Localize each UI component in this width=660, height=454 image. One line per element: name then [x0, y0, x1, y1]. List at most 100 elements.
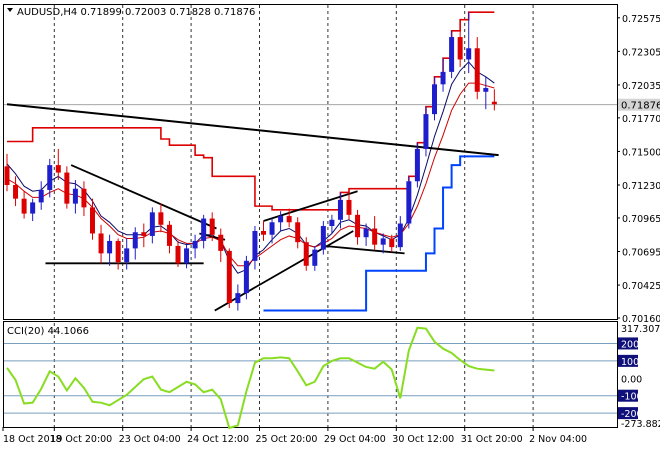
bullish-candle — [406, 176, 412, 229]
trendline[interactable] — [70, 164, 217, 230]
candles — [4, 12, 497, 311]
bullish-candle — [363, 223, 369, 246]
bearish-candle — [90, 198, 95, 240]
cci-axis-label: 0.00 — [621, 374, 642, 385]
candle-body — [457, 37, 463, 60]
cci-header-text: CCI(20) 44.1066 — [7, 326, 89, 337]
time-tick-label: 25 Oct 20:00 — [256, 434, 318, 445]
candle-body — [449, 37, 455, 72]
symbol-header: AUDUSD,H4 0.71899 0.72003 0.71828 0.7187… — [7, 7, 255, 18]
candle-body — [192, 240, 198, 249]
bearish-candle — [286, 208, 292, 228]
bearish-candle — [218, 228, 224, 263]
bearish-candle — [457, 19, 463, 67]
candle-body — [21, 198, 27, 214]
candle-body — [218, 234, 224, 251]
time-tick-label: 30 Oct 12:00 — [392, 434, 454, 445]
bullish-candle — [252, 226, 258, 270]
candle-body — [209, 218, 215, 235]
candle-body — [141, 232, 147, 236]
bearish-candle — [64, 166, 70, 209]
cci-axis: 317.3079 200 100 0.00 -100 -200-273.8825 — [618, 324, 660, 430]
bullish-candle — [124, 238, 130, 270]
bearish-candle — [55, 148, 61, 181]
grid-lines — [4, 5, 617, 427]
trendline[interactable] — [323, 245, 405, 255]
candle-body — [320, 226, 326, 250]
candle-body — [30, 202, 36, 214]
bullish-candle — [449, 30, 455, 79]
price-tick-label: 0.72305 — [622, 47, 660, 58]
candle-body — [124, 248, 130, 263]
candle-body — [38, 189, 44, 203]
bearish-candle — [13, 176, 19, 207]
price-tick-label: 0.71770 — [622, 114, 660, 125]
cci-level-label: 100 — [621, 357, 639, 368]
bullish-candle — [201, 214, 207, 249]
price-tick-label: 0.71500 — [622, 147, 660, 158]
current-price-label: 0.71876 — [621, 101, 660, 112]
cci-level-label: 200 — [621, 339, 639, 350]
price-tick-label: 0.70965 — [622, 214, 660, 225]
bullish-candle — [30, 198, 36, 222]
fast-average-line — [6, 82, 495, 267]
cci-axis-label: -273.8825 — [621, 419, 660, 430]
bearish-candle — [209, 212, 215, 241]
bullish-candle — [278, 211, 284, 231]
bullish-candle — [466, 12, 472, 74]
time-tick-label: 18 Oct 2018 — [3, 434, 62, 445]
bullish-candle — [337, 192, 343, 229]
bearish-candle — [474, 37, 480, 100]
candle-body — [483, 88, 489, 92]
time-tick-label: 23 Oct 04:00 — [119, 434, 181, 445]
cci-level-lines — [4, 342, 617, 414]
bullish-candle — [440, 58, 446, 92]
trendline[interactable] — [6, 103, 499, 157]
bullish-candle — [107, 234, 113, 266]
bearish-candle — [4, 153, 10, 192]
candle-body — [115, 240, 121, 263]
lower-channel-line — [263, 155, 495, 312]
main-panel-frame — [3, 4, 618, 320]
bearish-candle — [226, 248, 232, 309]
bearish-candle — [158, 203, 164, 233]
candle-body — [98, 233, 104, 254]
bearish-candle — [389, 234, 395, 253]
candle-body — [295, 222, 301, 243]
candle-body — [466, 48, 472, 60]
time-tick-label: 29 Oct 04:00 — [324, 434, 386, 445]
bullish-candle — [320, 221, 326, 255]
candle-body — [226, 250, 232, 304]
candle-body — [64, 172, 70, 204]
candle-body — [175, 245, 181, 264]
candle-body — [158, 212, 164, 225]
cci-level-label: -100 — [621, 392, 643, 403]
cci-level-label: -200 — [621, 409, 643, 420]
bullish-candle — [483, 76, 489, 110]
price-tick-label: 0.70695 — [622, 247, 660, 258]
upper-channel-line — [7, 11, 495, 211]
bearish-candle — [355, 209, 361, 245]
cci-level-tag — [618, 337, 638, 350]
candle-body — [337, 199, 343, 220]
bearish-candle — [491, 89, 497, 111]
candle-body — [149, 212, 155, 236]
price-tick-label: 0.70425 — [622, 281, 660, 292]
bearish-candle — [346, 188, 352, 220]
candle-body — [243, 260, 249, 294]
candle-body — [423, 114, 429, 149]
candle-body — [278, 216, 284, 223]
candle-body — [269, 222, 275, 235]
collapse-triangle-icon[interactable] — [7, 8, 13, 12]
bullish-candle — [329, 214, 335, 234]
candle-body — [363, 228, 369, 238]
cci-panel-frame — [3, 321, 618, 428]
bullish-candle — [149, 207, 155, 244]
bearish-candle — [303, 237, 309, 271]
bullish-candle — [243, 255, 249, 300]
candle-body — [389, 238, 395, 248]
candle-body — [55, 165, 61, 173]
